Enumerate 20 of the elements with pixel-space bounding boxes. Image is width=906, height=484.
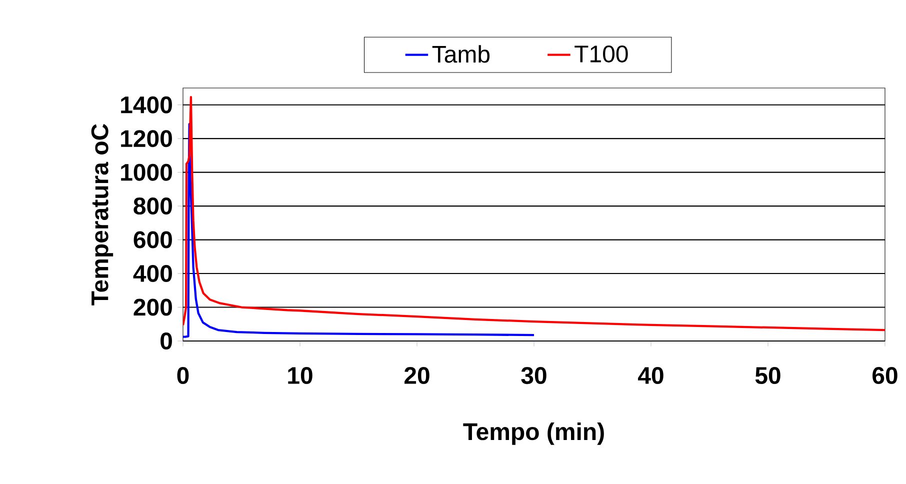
x-tick-label: 50: [755, 367, 780, 384]
y-tick-label: 0: [160, 332, 172, 350]
legend-label: Tamb: [432, 45, 490, 63]
y-tick-label: 1200: [121, 130, 172, 148]
y-tick-label: 800: [134, 198, 172, 215]
x-tick-label: 10: [288, 367, 312, 384]
x-tick-label: 0: [177, 367, 189, 384]
y-tick-label: 1400: [121, 96, 172, 114]
y-tick-label: 600: [134, 231, 172, 248]
x-tick-label: 30: [521, 367, 546, 384]
y-tick-label: 200: [134, 298, 172, 316]
x-tick-label: 20: [404, 367, 430, 384]
line-series: [183, 123, 536, 338]
legend-label: T100: [574, 45, 628, 62]
y-tick-label: 1000: [121, 164, 172, 181]
x-tick-label: 60: [872, 367, 898, 384]
y-axis-title: Temperatura oC: [91, 124, 114, 306]
y-tick-label: 400: [133, 265, 172, 282]
x-tick-label: 40: [638, 367, 664, 384]
x-axis-title: Tempo (min): [463, 422, 604, 445]
